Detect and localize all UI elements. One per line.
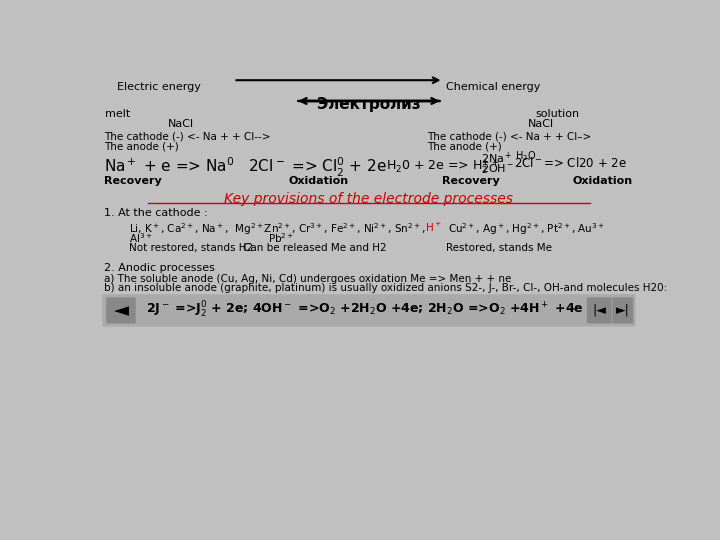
FancyBboxPatch shape <box>102 294 636 327</box>
Text: melt: melt <box>106 109 131 119</box>
Text: |◄: |◄ <box>593 304 606 317</box>
Text: Cu$^{2+}$, Ag$^+$, Hg$^{2+}$, Pt$^{2+}$, Au$^{3+}$: Cu$^{2+}$, Ag$^+$, Hg$^{2+}$, Pt$^{2+}$,… <box>448 221 605 237</box>
Text: Restored, stands Me: Restored, stands Me <box>446 244 552 253</box>
Text: Chemical energy: Chemical energy <box>446 82 541 92</box>
Text: The cathode (-) <- Na + + Cl-->: The cathode (-) <- Na + + Cl--> <box>104 132 271 142</box>
Text: Pb$^{2+}$: Pb$^{2+}$ <box>269 231 294 245</box>
Text: The anode (+): The anode (+) <box>104 141 179 151</box>
Text: 1. At the cathode :: 1. At the cathode : <box>104 208 207 218</box>
Text: H$_2$O: H$_2$O <box>515 150 536 163</box>
Text: Li, K$^+$, Ca$^{2+}$, Na$^+$,  Mg$^{2+}$Zn$^{2+}$, Cr$^{3+}$, Fe$^{2+}$, Ni$^{2+: Li, K$^+$, Ca$^{2+}$, Na$^+$, Mg$^{2+}$Z… <box>129 221 426 237</box>
Text: The anode (+): The anode (+) <box>427 141 502 151</box>
Text: ►|: ►| <box>616 304 629 317</box>
Text: Can be released Me and H2: Can be released Me and H2 <box>243 244 387 253</box>
Text: Electric energy: Electric energy <box>117 82 201 92</box>
Text: H$^+$: H$^+$ <box>425 221 441 234</box>
Text: solution: solution <box>536 109 580 119</box>
Text: Recovery: Recovery <box>442 176 500 186</box>
Text: NaCl: NaCl <box>528 119 554 129</box>
Text: ◄: ◄ <box>114 301 128 320</box>
Text: b) an insoluble anode (graphite, platinum) is usually oxidized anions S2-, J-, B: b) an insoluble anode (graphite, platinu… <box>104 284 667 293</box>
Text: Al$^{3+}$: Al$^{3+}$ <box>129 231 152 245</box>
FancyBboxPatch shape <box>107 298 136 323</box>
Text: Oxidation: Oxidation <box>572 176 632 186</box>
Text: Key provisions of the electrode processes: Key provisions of the electrode processe… <box>225 192 513 206</box>
Text: Recovery: Recovery <box>104 176 161 186</box>
Text: Na$^+$ + e => Na$^0$   2Cl$^-$ => Cl$_2^0$ + 2e: Na$^+$ + e => Na$^0$ 2Cl$^-$ => Cl$_2^0$… <box>104 156 387 179</box>
Text: Oxidation: Oxidation <box>289 176 348 186</box>
Text: 2Na$^+$: 2Na$^+$ <box>482 151 513 166</box>
FancyBboxPatch shape <box>587 298 611 323</box>
Text: 2. Anodic processes: 2. Anodic processes <box>104 264 215 273</box>
Text: H$_2$0 + 2e => H$_2^{+}$$^+$: H$_2$0 + 2e => H$_2^{+}$$^+$ <box>386 157 500 176</box>
Text: Электролиз: Электролиз <box>318 97 420 112</box>
Text: 2OH$^-$: 2OH$^-$ <box>482 162 515 174</box>
Text: Not restored, stands H2: Not restored, stands H2 <box>129 244 253 253</box>
Text: a) The soluble anode (Cu, Ag, Ni, Cd) undergoes oxidation Me => Men + + ne: a) The soluble anode (Cu, Ag, Ni, Cd) un… <box>104 274 511 284</box>
Text: The cathode (-) <- Na + + Cl–>: The cathode (-) <- Na + + Cl–> <box>427 132 591 142</box>
Text: 2J$^-$ =>J$_2^0$ + 2e; 4OH$^-$ =>O$_2$ +2H$_2$O +4e; 2H$_2$O =>O$_2$ +4H$^+$ +4e: 2J$^-$ =>J$_2^0$ + 2e; 4OH$^-$ =>O$_2$ +… <box>146 300 584 320</box>
Text: 2Cl$^-$=> Cl20 + 2e: 2Cl$^-$=> Cl20 + 2e <box>514 157 626 171</box>
FancyBboxPatch shape <box>612 298 634 323</box>
Text: NaCl: NaCl <box>168 119 194 129</box>
